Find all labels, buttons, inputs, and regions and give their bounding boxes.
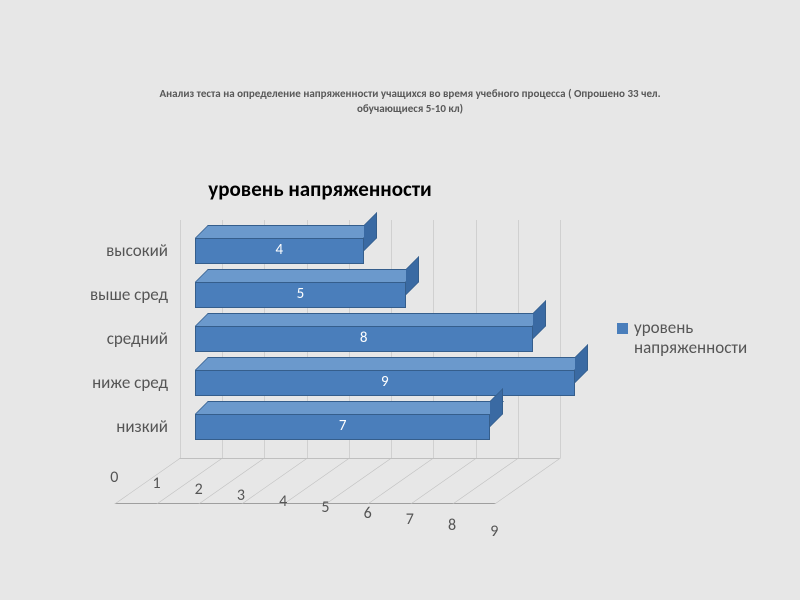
bar-value-label: 4 [196, 241, 363, 259]
tension-bar-chart: 4 5 8 9 7 высокий выше сред средний ниже сред ни… [60, 220, 620, 530]
chart-legend: уровень напряженности [617, 318, 764, 359]
bar: 7 [195, 414, 491, 440]
x-tick: 0 [104, 468, 124, 487]
bar-value-label: 8 [196, 329, 532, 347]
header-line1: Анализ теста на определение напряженност… [159, 87, 660, 100]
header-line2: обучающиеся 5-10 кл) [357, 102, 463, 115]
bar: 8 [195, 326, 533, 352]
bar-value-label: 5 [196, 285, 405, 303]
bar: 4 [195, 238, 364, 264]
x-tick: 7 [400, 510, 420, 529]
bar-value-label: 9 [196, 373, 574, 391]
bar: 9 [195, 370, 575, 396]
x-tick: 8 [442, 516, 462, 535]
x-tick: 3 [231, 486, 251, 505]
category-label: выше сред [60, 284, 168, 305]
x-tick: 2 [189, 480, 209, 499]
x-tick: 5 [315, 498, 335, 517]
legend-label: уровень напряженности [634, 318, 764, 359]
category-label: средний [60, 328, 168, 349]
bar-value-label: 7 [196, 417, 490, 435]
x-tick: 1 [147, 474, 167, 493]
category-label: низкий [60, 416, 168, 437]
category-label: ниже сред [60, 372, 168, 393]
page-header: Анализ теста на определение напряженност… [80, 86, 740, 117]
bar: 5 [195, 282, 406, 308]
x-tick: 6 [358, 504, 378, 523]
chart-floor [114, 458, 560, 504]
legend-swatch [617, 323, 628, 334]
category-label: высокий [60, 240, 168, 261]
chart-title: уровень напряженности [0, 176, 640, 202]
x-tick: 9 [484, 522, 504, 541]
x-tick: 4 [273, 492, 293, 511]
